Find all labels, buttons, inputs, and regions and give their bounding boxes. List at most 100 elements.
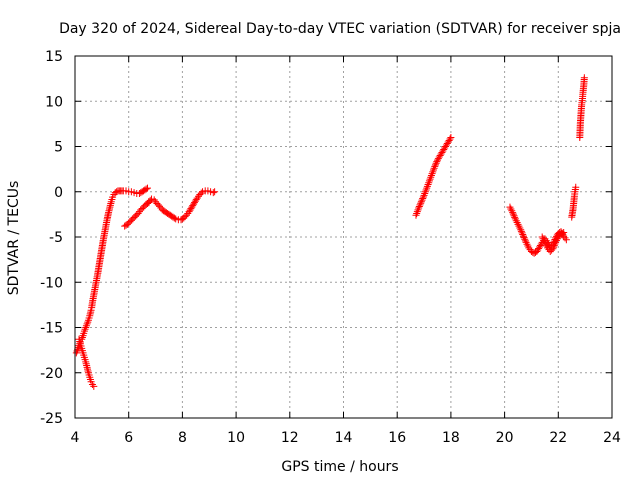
data-point (440, 146, 448, 154)
data-point (431, 162, 439, 170)
data-point (441, 144, 449, 152)
data-point (549, 245, 557, 253)
data-point (189, 202, 197, 210)
data-point (543, 242, 551, 250)
data-point (522, 238, 530, 246)
data-point (421, 190, 429, 198)
x-tick-label: 18 (442, 430, 460, 446)
data-point (572, 183, 580, 191)
data-point (134, 209, 142, 217)
data-point (190, 200, 198, 208)
data-point (188, 203, 196, 211)
data-point (443, 139, 451, 147)
x-tick-label: 10 (227, 430, 245, 446)
data-point (187, 205, 195, 213)
data-point (420, 191, 428, 199)
data-points (72, 74, 588, 390)
y-tick-labels: 15 10 5 0 -5 -10 -15 -20 -25 (40, 49, 63, 427)
y-tick-label: -10 (40, 275, 63, 291)
data-point (538, 233, 546, 241)
data-point (432, 159, 440, 167)
data-point (412, 211, 420, 219)
data-point (506, 203, 514, 211)
x-tick-label: 16 (388, 430, 406, 446)
data-point (509, 209, 517, 217)
data-point (533, 247, 541, 255)
data-point (421, 188, 429, 196)
data-point (446, 135, 454, 143)
data-point (550, 243, 558, 251)
data-point (422, 186, 430, 194)
data-point (191, 197, 199, 205)
data-point (211, 188, 219, 196)
data-point (536, 241, 544, 249)
data-point (425, 177, 433, 185)
data-point (447, 133, 455, 141)
data-point (413, 209, 421, 217)
data-point (419, 195, 427, 203)
data-point (417, 198, 425, 206)
data-point (434, 155, 442, 163)
y-tick-label: -5 (49, 230, 63, 246)
data-point (516, 224, 524, 232)
y-tick-label: 10 (45, 94, 63, 110)
grid-lines (75, 56, 612, 418)
data-point (431, 161, 439, 169)
data-point (82, 324, 90, 331)
data-point (513, 219, 521, 227)
data-point (445, 136, 453, 144)
data-point (182, 211, 190, 219)
data-point (419, 193, 427, 201)
data-point (544, 244, 552, 252)
data-point (156, 202, 164, 210)
data-point (525, 244, 533, 252)
data-point (512, 217, 520, 225)
data-point (560, 228, 568, 236)
data-point (84, 318, 92, 326)
data-point (415, 204, 423, 212)
y-tick-label: 5 (54, 140, 63, 156)
y-tick-label: -25 (40, 411, 63, 427)
data-point (78, 333, 86, 341)
data-point (417, 199, 425, 207)
data-point (415, 202, 423, 210)
data-point (197, 189, 205, 197)
data-point (424, 181, 432, 189)
data-point (542, 240, 550, 248)
data-point (416, 201, 424, 209)
data-point (437, 150, 445, 158)
data-point (511, 215, 519, 223)
data-point (193, 194, 201, 202)
data-point (423, 182, 431, 190)
data-point (521, 237, 529, 245)
data-point (438, 149, 446, 157)
y-tick-label: 0 (54, 185, 63, 201)
data-point (517, 227, 525, 235)
data-point (442, 141, 450, 149)
data-point (509, 210, 517, 218)
data-point (150, 196, 158, 204)
data-point (580, 74, 588, 82)
data-point (518, 229, 526, 237)
data-point (520, 234, 528, 242)
data-point (428, 170, 436, 178)
x-tick-label: 6 (124, 430, 133, 446)
x-tick-labels: 4 6 8 10 12 14 16 18 20 22 24 (71, 430, 621, 446)
data-point (562, 236, 570, 244)
data-point (442, 143, 450, 150)
data-point (433, 156, 441, 164)
data-point (540, 237, 548, 245)
data-point (541, 238, 549, 246)
data-point (519, 231, 527, 239)
data-point (186, 206, 194, 214)
data-point (427, 173, 435, 181)
data-point (83, 320, 91, 328)
data-point (435, 153, 443, 161)
data-point (511, 213, 519, 221)
data-point (190, 199, 198, 207)
data-point (536, 243, 544, 251)
data-point (433, 158, 441, 166)
x-tick-label: 24 (603, 430, 621, 446)
data-point (519, 232, 527, 240)
data-point (524, 242, 532, 250)
